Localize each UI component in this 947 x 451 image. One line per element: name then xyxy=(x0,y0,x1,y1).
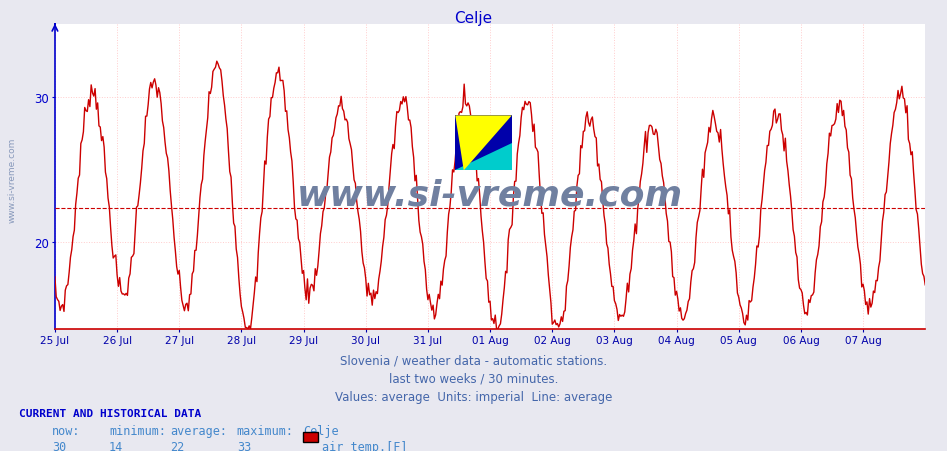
Polygon shape xyxy=(456,143,511,171)
Text: Values: average  Units: imperial  Line: average: Values: average Units: imperial Line: av… xyxy=(335,390,612,403)
Text: average:: average: xyxy=(170,424,227,437)
Text: 14: 14 xyxy=(109,440,123,451)
Text: 30: 30 xyxy=(52,440,66,451)
Text: now:: now: xyxy=(52,424,80,437)
Text: Celje: Celje xyxy=(303,424,339,437)
Text: www.si-vreme.com: www.si-vreme.com xyxy=(8,138,17,223)
Text: minimum:: minimum: xyxy=(109,424,166,437)
Polygon shape xyxy=(456,116,511,171)
Text: 22: 22 xyxy=(170,440,185,451)
Text: CURRENT AND HISTORICAL DATA: CURRENT AND HISTORICAL DATA xyxy=(19,408,201,418)
Text: www.si-vreme.com: www.si-vreme.com xyxy=(297,178,683,212)
Text: Slovenia / weather data - automatic stations.: Slovenia / weather data - automatic stat… xyxy=(340,354,607,367)
Text: Celje: Celje xyxy=(455,11,492,26)
Text: maximum:: maximum: xyxy=(237,424,294,437)
Text: 33: 33 xyxy=(237,440,251,451)
Text: last two weeks / 30 minutes.: last two weeks / 30 minutes. xyxy=(389,372,558,385)
Text: air temp.[F]: air temp.[F] xyxy=(322,440,407,451)
